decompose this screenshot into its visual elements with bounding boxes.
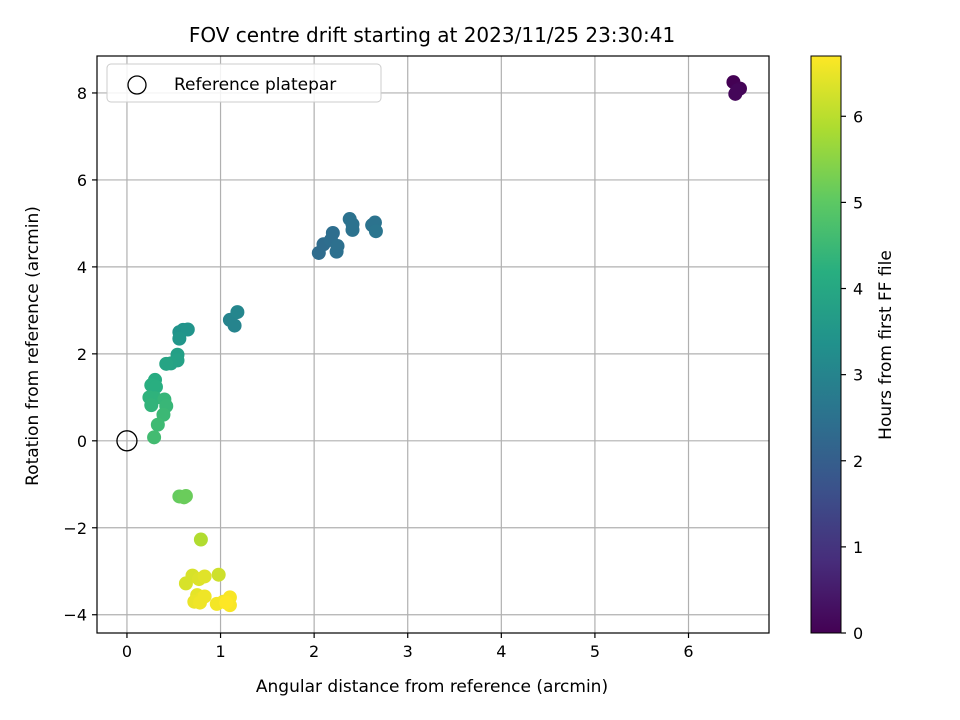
- y-tick-label: 4: [77, 258, 87, 277]
- x-tick-label: 3: [403, 642, 413, 661]
- scatter-point: [144, 398, 159, 413]
- y-tick-label: 0: [77, 432, 87, 451]
- scatter-point: [147, 430, 162, 445]
- scatter-point: [178, 489, 193, 504]
- colorbar-gradient: [810, 55, 842, 634]
- legend-box: [106, 63, 382, 103]
- scatter-point: [180, 322, 195, 337]
- scatter-point: [325, 225, 340, 240]
- reference-marker-layer: [116, 430, 138, 452]
- x-tick-label: 5: [590, 642, 600, 661]
- scatter-point: [172, 331, 187, 346]
- colorbar: 0 1 2 3 4 5 6 Hours from first FF file: [810, 55, 896, 643]
- colorbar-tick-label: 6: [853, 107, 863, 126]
- scatter-point: [211, 567, 226, 582]
- scatter-point: [345, 222, 360, 237]
- data-points: [142, 75, 747, 613]
- y-tick-label: −2: [63, 519, 87, 538]
- colorbar-tick-label: 1: [853, 538, 863, 557]
- scatter-point: [159, 356, 174, 371]
- scatter-point: [330, 239, 345, 254]
- scatter-point: [227, 318, 242, 333]
- grid: [97, 56, 769, 633]
- x-tick-label: 6: [683, 642, 693, 661]
- legend: Reference platepar: [106, 63, 382, 103]
- chart-title: FOV centre drift starting at 2023/11/25 …: [189, 23, 675, 47]
- scatter-point: [368, 224, 383, 239]
- scatter-point: [219, 595, 234, 610]
- x-tick-label: 2: [309, 642, 319, 661]
- scatter-point: [230, 305, 245, 320]
- y-tick-label: 8: [77, 84, 87, 103]
- y-axis-label: Rotation from reference (arcmin): [23, 206, 43, 486]
- scatter-point: [150, 417, 165, 432]
- colorbar-ticks: 0 1 2 3 4 5 6: [841, 107, 863, 643]
- axis-ticks: 0 1 2 3 4 5 6 −4 −2 0 2 4 6 8: [63, 84, 693, 661]
- scatter-point: [148, 379, 163, 394]
- y-tick-label: 2: [77, 345, 87, 364]
- colorbar-tick-label: 0: [853, 624, 863, 643]
- x-axis-label: Angular distance from reference (arcmin): [256, 677, 608, 697]
- colorbar-label: Hours from first FF file: [876, 250, 896, 440]
- scatter-point: [193, 532, 208, 547]
- legend-label-reference: Reference platepar: [174, 75, 336, 95]
- scatter-point: [730, 83, 745, 98]
- scatter-point: [197, 589, 212, 604]
- y-tick-label: −4: [63, 606, 87, 625]
- plot-frame: [96, 55, 770, 634]
- y-tick-label: 6: [77, 171, 87, 190]
- scatter-point: [197, 569, 212, 584]
- x-tick-label: 4: [496, 642, 506, 661]
- x-tick-label: 0: [122, 642, 132, 661]
- colorbar-tick-label: 4: [853, 280, 863, 299]
- colorbar-tick-label: 3: [853, 366, 863, 385]
- x-tick-label: 1: [215, 642, 225, 661]
- colorbar-tick-label: 2: [853, 452, 863, 471]
- legend-reference-marker: [127, 75, 147, 95]
- colorbar-tick-label: 5: [853, 193, 863, 212]
- reference-platepar-marker: [116, 430, 138, 452]
